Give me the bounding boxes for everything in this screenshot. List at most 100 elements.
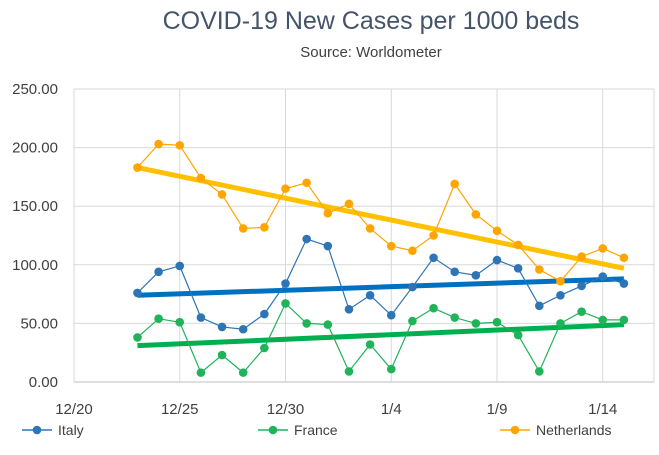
data-point-italy — [260, 309, 269, 319]
legend-item-france: France — [258, 422, 338, 438]
data-point-italy — [535, 301, 544, 311]
data-point-italy — [196, 313, 206, 322]
data-point-italy — [238, 324, 248, 334]
data-point-netherlands — [260, 222, 269, 232]
legend-item-italy: Italy — [22, 422, 84, 438]
legend-marker-france — [268, 425, 278, 435]
data-point-italy — [365, 290, 375, 300]
data-point-france — [281, 299, 290, 308]
data-point-france — [217, 350, 227, 360]
data-point-netherlands — [238, 224, 248, 233]
data-point-netherlands — [133, 163, 142, 172]
x-tick-label: 12/25 — [161, 401, 199, 418]
y-tick-label: 0.00 — [29, 374, 58, 391]
data-point-italy — [556, 290, 565, 300]
data-point-netherlands — [619, 253, 629, 263]
data-point-netherlands — [365, 224, 375, 233]
data-point-italy — [450, 267, 460, 277]
data-point-france — [154, 314, 163, 324]
data-point-france — [556, 319, 565, 328]
series-line-france — [137, 302, 624, 374]
data-point-france — [577, 307, 586, 316]
data-point-netherlands — [535, 265, 544, 274]
data-point-netherlands — [175, 140, 185, 150]
data-point-netherlands — [154, 139, 163, 149]
data-point-france — [365, 340, 375, 349]
legend-item-netherlands: Netherlands — [500, 422, 612, 438]
data-point-france — [133, 333, 142, 342]
legend-label-france: France — [294, 422, 338, 438]
grid — [73, 88, 655, 383]
series-netherlands — [133, 139, 629, 286]
data-point-italy — [175, 261, 185, 271]
data-point-netherlands — [386, 241, 396, 251]
data-point-italy — [429, 253, 438, 263]
series-line-netherlands — [137, 143, 625, 282]
data-point-france — [408, 316, 417, 326]
data-point-italy — [281, 279, 290, 288]
data-point-italy — [471, 271, 481, 280]
data-point-netherlands — [323, 208, 333, 218]
series-layer — [133, 139, 629, 377]
data-point-italy — [302, 234, 311, 244]
x-tick-label: 1/4 — [381, 401, 402, 418]
chart-subtitle: Source: Worldometer — [300, 44, 441, 61]
trendline-france — [137, 322, 625, 349]
y-axis-ticks: 0.00 50.00 100.00 150.00 200.00 250.00 — [12, 81, 58, 391]
y-tick-label: 250.00 — [12, 81, 58, 98]
data-point-france — [238, 368, 248, 377]
data-point-italy — [492, 255, 502, 265]
data-point-netherlands — [492, 226, 502, 236]
data-point-netherlands — [429, 231, 438, 240]
data-point-italy — [577, 281, 586, 291]
data-point-italy — [598, 272, 608, 281]
data-point-netherlands — [281, 184, 290, 193]
data-point-netherlands — [577, 252, 586, 261]
trendlines — [136, 165, 625, 349]
data-point-france — [471, 319, 481, 328]
series-italy — [133, 234, 629, 334]
legend-label-netherlands: Netherlands — [536, 422, 612, 438]
data-point-netherlands — [302, 178, 311, 188]
data-point-france — [598, 315, 608, 325]
data-point-france — [344, 367, 354, 376]
data-point-netherlands — [450, 179, 460, 189]
data-point-france — [429, 303, 438, 313]
data-point-netherlands — [217, 190, 227, 199]
legend-marker-italy — [32, 425, 42, 435]
x-tick-label: 1/9 — [487, 401, 508, 418]
data-point-italy — [344, 305, 354, 314]
data-point-france — [302, 319, 311, 328]
data-point-france — [535, 367, 544, 376]
data-point-france — [492, 317, 502, 327]
data-point-netherlands — [408, 246, 417, 256]
data-point-italy — [133, 288, 142, 298]
data-point-italy — [619, 279, 629, 288]
chart-title: COVID-19 New Cases per 1000 beds — [163, 7, 580, 35]
data-point-italy — [408, 282, 417, 292]
y-tick-label: 150.00 — [12, 198, 58, 215]
data-point-italy — [386, 310, 396, 320]
data-point-italy — [513, 264, 523, 273]
data-point-france — [450, 313, 460, 322]
data-point-netherlands — [344, 199, 354, 209]
data-point-france — [175, 317, 185, 327]
trendline-netherlands — [136, 165, 625, 271]
data-point-italy — [323, 241, 333, 251]
x-tick-label: 12/20 — [55, 401, 93, 418]
y-tick-label: 50.00 — [20, 315, 58, 332]
legend: Italy France Netherlands — [22, 422, 612, 438]
data-point-france — [619, 315, 629, 325]
data-point-netherlands — [513, 240, 523, 250]
data-point-france — [196, 368, 206, 377]
y-tick-label: 200.00 — [12, 140, 58, 157]
data-point-france — [386, 364, 396, 374]
x-axis-ticks: 12/20 12/25 12/30 1/4 1/9 1/14 — [55, 401, 617, 418]
data-point-france — [323, 320, 333, 329]
data-point-netherlands — [556, 276, 565, 286]
x-tick-label: 1/14 — [588, 401, 617, 418]
data-point-france — [260, 343, 269, 353]
legend-label-italy: Italy — [58, 422, 84, 438]
y-tick-label: 100.00 — [12, 257, 58, 274]
